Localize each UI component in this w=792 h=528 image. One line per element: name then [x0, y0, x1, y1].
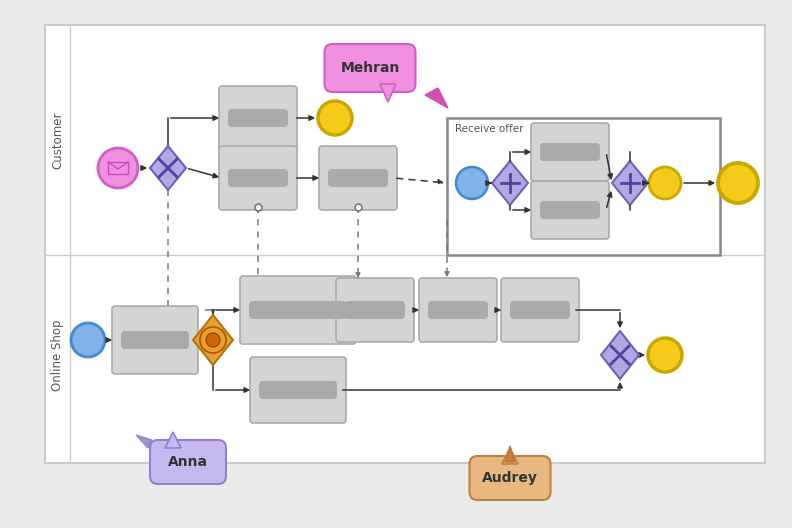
Polygon shape — [505, 446, 515, 462]
Polygon shape — [150, 146, 186, 190]
FancyBboxPatch shape — [531, 181, 609, 239]
Polygon shape — [502, 448, 518, 464]
Circle shape — [206, 333, 220, 347]
Circle shape — [71, 323, 105, 357]
FancyBboxPatch shape — [228, 109, 288, 127]
FancyBboxPatch shape — [250, 357, 346, 423]
FancyBboxPatch shape — [447, 118, 720, 255]
Text: Mehran: Mehran — [341, 61, 400, 75]
FancyBboxPatch shape — [501, 278, 579, 342]
Circle shape — [318, 101, 352, 135]
FancyBboxPatch shape — [240, 276, 356, 344]
Polygon shape — [136, 435, 152, 448]
FancyBboxPatch shape — [121, 331, 189, 349]
Circle shape — [649, 167, 681, 199]
FancyBboxPatch shape — [228, 169, 288, 187]
Polygon shape — [380, 84, 396, 102]
Text: Audrey: Audrey — [482, 471, 538, 485]
FancyBboxPatch shape — [470, 456, 550, 500]
FancyBboxPatch shape — [150, 440, 226, 484]
Polygon shape — [612, 161, 648, 205]
Text: Customer: Customer — [51, 111, 64, 169]
Polygon shape — [492, 161, 528, 205]
FancyBboxPatch shape — [45, 25, 765, 463]
FancyBboxPatch shape — [510, 301, 570, 319]
FancyBboxPatch shape — [319, 146, 397, 210]
Polygon shape — [601, 331, 639, 379]
Circle shape — [98, 148, 138, 188]
FancyBboxPatch shape — [428, 301, 488, 319]
Text: Online Shop: Online Shop — [51, 319, 64, 391]
FancyBboxPatch shape — [345, 301, 405, 319]
Circle shape — [718, 163, 758, 203]
FancyBboxPatch shape — [112, 306, 198, 374]
FancyBboxPatch shape — [531, 123, 609, 181]
Circle shape — [648, 338, 682, 372]
FancyBboxPatch shape — [328, 169, 388, 187]
FancyBboxPatch shape — [419, 278, 497, 342]
FancyBboxPatch shape — [259, 381, 337, 399]
FancyBboxPatch shape — [540, 201, 600, 219]
Polygon shape — [425, 88, 448, 108]
Text: Anna: Anna — [168, 455, 208, 469]
Polygon shape — [193, 315, 233, 365]
FancyBboxPatch shape — [219, 86, 297, 150]
FancyBboxPatch shape — [336, 278, 414, 342]
FancyBboxPatch shape — [249, 301, 347, 319]
FancyBboxPatch shape — [219, 146, 297, 210]
Polygon shape — [165, 432, 181, 448]
FancyBboxPatch shape — [325, 44, 416, 92]
Circle shape — [456, 167, 488, 199]
Text: Receive offer: Receive offer — [455, 124, 524, 134]
FancyBboxPatch shape — [540, 143, 600, 161]
